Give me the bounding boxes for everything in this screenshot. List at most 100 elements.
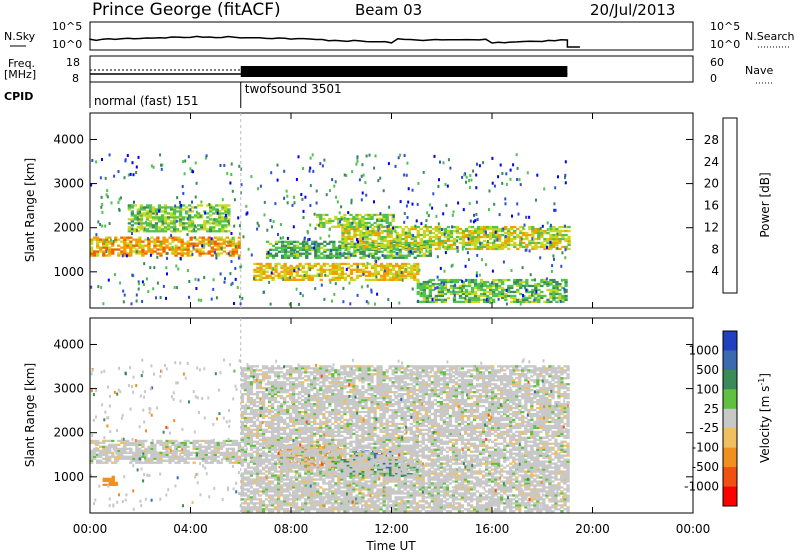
- range-time-cell: [540, 280, 544, 284]
- range-time-cell: [264, 422, 269, 426]
- range-time-cell: [159, 461, 163, 464]
- range-time-cell: [273, 508, 278, 511]
- range-time-cell: [276, 510, 281, 513]
- range-time-cell: [183, 457, 187, 460]
- range-time-cell: [240, 454, 245, 457]
- range-time-cell: [385, 221, 389, 225]
- range-time-cell: [549, 278, 553, 282]
- range-time-cell: [347, 245, 351, 249]
- range-time-cell: [561, 235, 565, 239]
- range-time-cell: [240, 371, 245, 374]
- range-time-cell: [252, 424, 257, 428]
- range-time-cell: [279, 478, 284, 481]
- range-time-cell: [129, 240, 133, 243]
- range-time-cell: [265, 264, 269, 268]
- range-time-cell: [355, 215, 359, 219]
- range-time-cell: [501, 288, 505, 292]
- range-time-cell: [455, 231, 460, 235]
- range-time-cell: [246, 488, 251, 491]
- scatter-cell: [446, 184, 449, 188]
- range-time-cell: [386, 266, 390, 270]
- range-time-cell: [261, 502, 266, 505]
- range-time-cell: [316, 262, 320, 266]
- range-time-cell: [434, 227, 438, 231]
- range-time-cell: [210, 240, 214, 243]
- power-colorbar-label: Power [dB]: [758, 172, 772, 237]
- range-time-cell: [510, 227, 514, 231]
- range-time-cell: [473, 290, 478, 294]
- range-time-cell: [174, 451, 178, 454]
- range-time-cell: [334, 262, 338, 266]
- range-time-cell: [296, 244, 300, 247]
- range-time-cell: [286, 510, 290, 513]
- range-time-cell: [416, 262, 420, 266]
- range-time-cell: [531, 227, 535, 231]
- range-time-cell: [498, 294, 502, 298]
- range-time-cell: [162, 236, 166, 239]
- range-time-cell: [431, 241, 435, 245]
- range-time-cell: [522, 280, 526, 284]
- range-time-cell: [361, 474, 366, 478]
- scatter-cell: [493, 184, 496, 188]
- range-time-cell: [96, 461, 100, 464]
- range-time-cell: [276, 367, 281, 370]
- range-time-cell: [401, 262, 405, 266]
- range-time-cell: [258, 454, 263, 457]
- range-time-cell: [434, 241, 438, 245]
- range-time-cell: [325, 219, 329, 223]
- range-time-cell: [386, 256, 390, 259]
- range-time-cell: [240, 424, 245, 428]
- range-time-cell: [261, 488, 266, 491]
- range-time-cell: [440, 239, 444, 243]
- range-time-cell: [273, 408, 278, 412]
- power-cells: [90, 153, 571, 306]
- range-time-cell: [264, 414, 269, 418]
- range-time-cell: [314, 240, 318, 243]
- range-time-cell: [111, 451, 115, 454]
- range-time-cell: [335, 248, 339, 251]
- y-tick-label: 2000: [53, 221, 84, 235]
- range-time-cell: [243, 434, 248, 437]
- range-time-cell: [561, 233, 565, 237]
- range-time-cell: [383, 229, 387, 233]
- range-time-cell: [407, 229, 411, 233]
- range-time-cell: [367, 278, 372, 281]
- scatter-cell: [215, 256, 218, 260]
- range-time-cell: [296, 254, 300, 257]
- range-time-cell: [249, 399, 254, 402]
- range-time-cell: [283, 452, 287, 455]
- range-time-cell: [93, 447, 97, 450]
- range-time-cell: [337, 276, 341, 279]
- range-time-cell: [401, 241, 405, 245]
- scatter-cell: [124, 158, 127, 162]
- scatter-cell: [417, 299, 419, 303]
- scatter-cell: [556, 232, 559, 236]
- scatter-cell: [246, 211, 249, 215]
- range-time-cell: [464, 229, 469, 233]
- range-time-cell: [486, 243, 490, 247]
- range-time-cell: [96, 242, 100, 245]
- range-time-cell: [102, 252, 106, 255]
- range-time-cell: [276, 484, 281, 487]
- range-time-cell: [340, 270, 344, 273]
- range-time-cell: [138, 238, 142, 241]
- range-time-cell: [283, 466, 287, 469]
- range-time-cell: [123, 449, 127, 452]
- range-time-cell: [201, 449, 205, 452]
- range-time-cell: [346, 219, 350, 223]
- range-time-cell: [440, 231, 444, 235]
- range-time-cell: [510, 294, 514, 298]
- range-time-cell: [227, 212, 231, 215]
- range-time-cell: [261, 500, 266, 503]
- range-time-cell: [268, 252, 273, 255]
- range-time-cell: [362, 245, 366, 249]
- range-time-cell: [90, 439, 94, 443]
- scatter-cell: [396, 235, 399, 239]
- scatter-cell: [411, 202, 414, 206]
- scatter-cell: [159, 241, 162, 245]
- range-time-cell: [504, 227, 508, 231]
- range-time-cell: [552, 225, 556, 229]
- range-time-cell: [240, 369, 245, 372]
- range-time-cell: [255, 365, 260, 368]
- range-time-cell: [212, 212, 216, 215]
